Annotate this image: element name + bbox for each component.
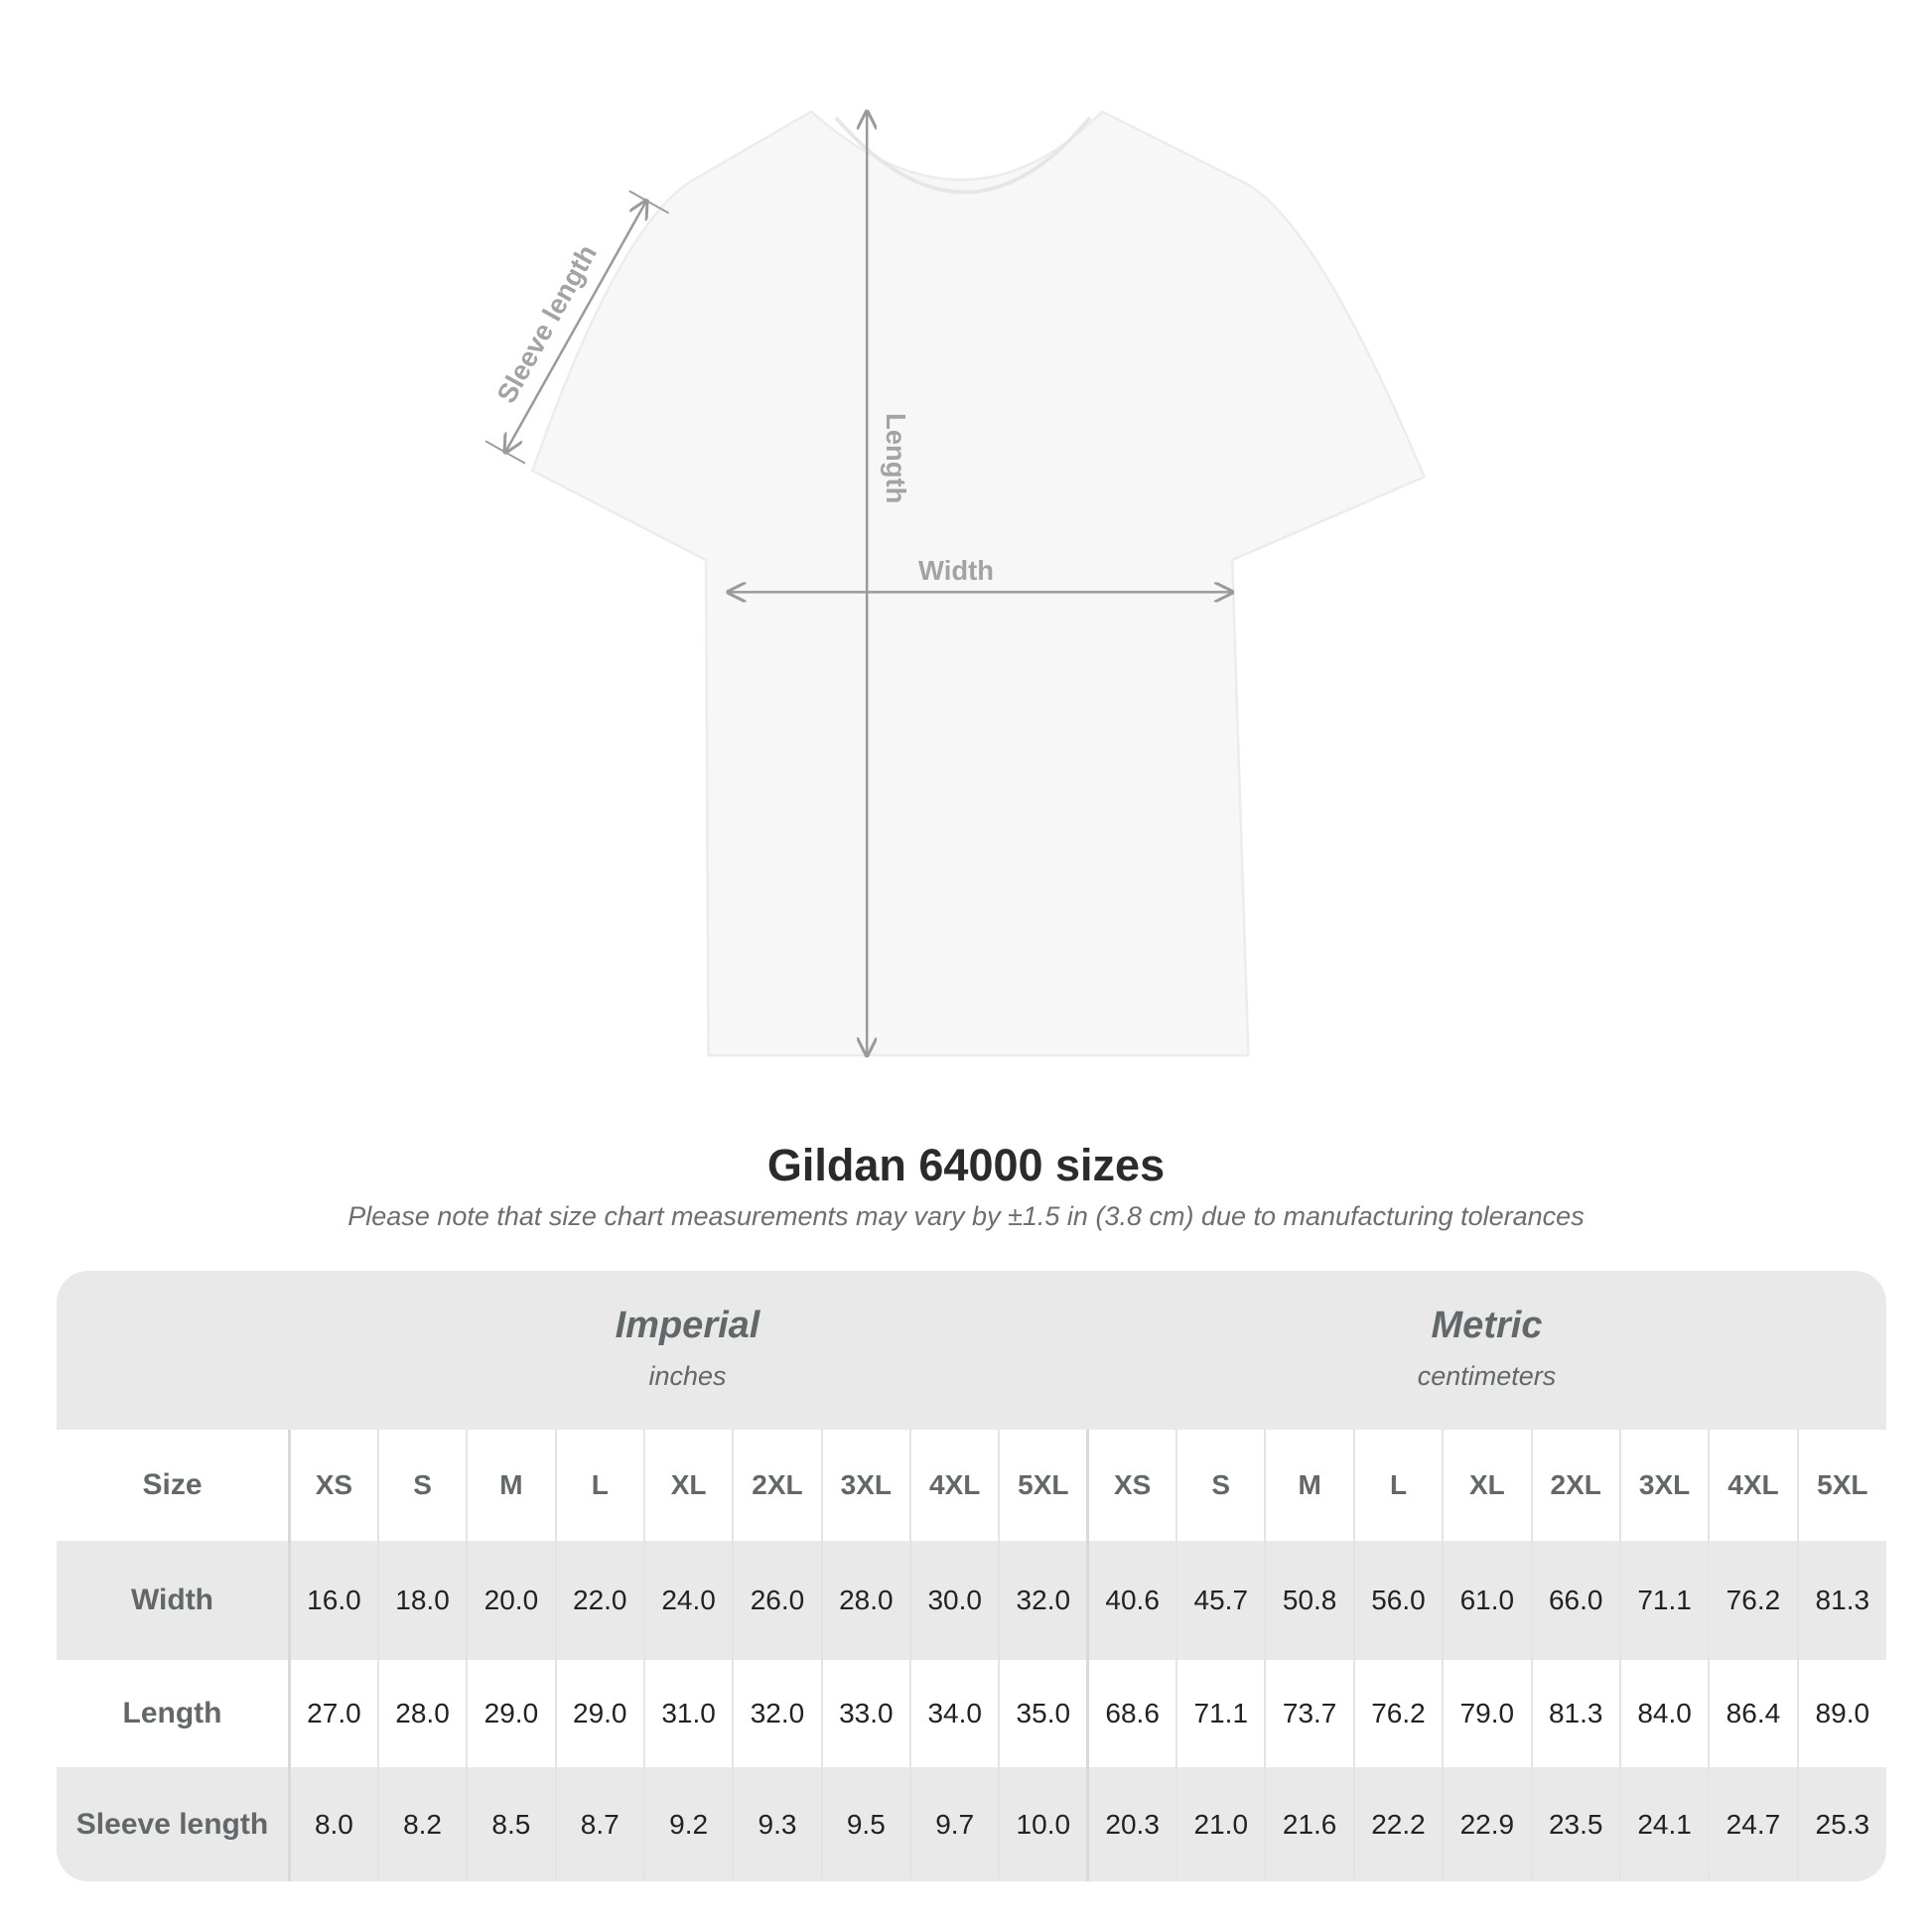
metric-cell: 73.7 [1264, 1660, 1354, 1767]
table-row: Sleeve length 8.0 8.2 8.5 8.7 9.2 9.3 9.5 9.7 10.… [57, 1767, 1886, 1881]
imperial-cell: 8.5 [466, 1767, 556, 1881]
imperial-cell: 16.0 [288, 1541, 378, 1660]
imperial-cell: 27.0 [288, 1660, 378, 1767]
metric-cell: 24.1 [1618, 1767, 1710, 1881]
metric-cell: 23.5 [1530, 1767, 1620, 1881]
metric-cell: 81.3 [1796, 1541, 1886, 1660]
metric-cell: 89.0 [1796, 1660, 1886, 1767]
imperial-cell: 32.0 [998, 1541, 1088, 1660]
metric-cell: 24.7 [1708, 1767, 1798, 1881]
metric-cell: 45.7 [1175, 1541, 1266, 1660]
metric-cell: 86.4 [1708, 1660, 1798, 1767]
imperial-cell: 30.0 [909, 1541, 1000, 1660]
imperial-cell: 22.0 [554, 1541, 644, 1660]
imperial-cell: 32.0 [732, 1660, 822, 1767]
imperial-cell: 24.0 [642, 1541, 734, 1660]
table-row: Length 27.0 28.0 29.0 29.0 31.0 32.0 33.0 34.0 35… [57, 1660, 1886, 1767]
size-header-metric: L [1352, 1430, 1444, 1541]
metric-cell: 21.0 [1175, 1767, 1266, 1881]
metric-cell: 71.1 [1175, 1660, 1266, 1767]
size-header-metric: 4XL [1708, 1430, 1798, 1541]
metric-cell: 76.2 [1708, 1541, 1798, 1660]
metric-cell: 22.2 [1352, 1767, 1444, 1881]
imperial-cell: 28.0 [376, 1660, 468, 1767]
size-header-metric: 5XL [1796, 1430, 1886, 1541]
metric-cell: 61.0 [1442, 1541, 1532, 1660]
table-row: Width 16.0 18.0 20.0 22.0 24.0 26.0 28.0 30.0 32.… [57, 1541, 1886, 1660]
imperial-cell: 9.3 [732, 1767, 822, 1881]
metric-cell: 84.0 [1618, 1660, 1710, 1767]
imperial-cell: 26.0 [732, 1541, 822, 1660]
metric-cell: 50.8 [1264, 1541, 1354, 1660]
metric-cell: 25.3 [1796, 1767, 1886, 1881]
imperial-cell: 8.0 [288, 1767, 378, 1881]
imperial-cell: 18.0 [376, 1541, 468, 1660]
size-header-imperial: 2XL [732, 1430, 822, 1541]
tolerance-note: Please note that size chart measurements… [347, 1201, 1585, 1231]
size-header-imperial: S [376, 1430, 468, 1541]
width-label: Width [918, 555, 994, 586]
size-table: Size XS S M L XL 2XL 3XL 4XL 5XL XS S M L XL 2XL 3XL 4XL 5… [57, 1430, 1886, 1881]
imperial-cell: 28.0 [820, 1541, 911, 1660]
size-header-imperial: XS [288, 1430, 378, 1541]
imperial-cell: 29.0 [554, 1660, 644, 1767]
sleeve-arrow [505, 201, 646, 452]
metric-cell: 68.6 [1086, 1660, 1177, 1767]
row-label: Length [57, 1660, 291, 1767]
imperial-cell: 35.0 [998, 1660, 1088, 1767]
imperial-cell: 33.0 [820, 1660, 911, 1767]
size-header-row: Size XS S M L XL 2XL 3XL 4XL 5XL XS S M L XL 2XL 3XL 4XL 5… [57, 1430, 1886, 1541]
size-chart-table: Imperial inches Metric centimeters Size X… [57, 1271, 1886, 1881]
imperial-cell: 8.7 [554, 1767, 644, 1881]
metric-cell: 81.3 [1530, 1660, 1620, 1767]
metric-header: Metric centimeters [1417, 1305, 1557, 1391]
size-header-metric: 3XL [1618, 1430, 1710, 1541]
size-header-imperial: XL [642, 1430, 734, 1541]
metric-cell: 66.0 [1530, 1541, 1620, 1660]
imperial-cell: 31.0 [642, 1660, 734, 1767]
metric-cell: 56.0 [1352, 1541, 1444, 1660]
imperial-cell: 9.7 [909, 1767, 1000, 1881]
size-header-metric: XS [1086, 1430, 1177, 1541]
size-header-imperial: 5XL [998, 1430, 1088, 1541]
length-label: Length [881, 413, 911, 503]
imperial-cell: 29.0 [466, 1660, 556, 1767]
size-header-imperial: L [554, 1430, 644, 1541]
row-label: Width [57, 1541, 291, 1660]
imperial-cell: 8.2 [376, 1767, 468, 1881]
imperial-header: Imperial inches [615, 1305, 760, 1391]
imperial-cell: 20.0 [466, 1541, 556, 1660]
size-header-metric: S [1175, 1430, 1266, 1541]
size-header-imperial: 3XL [820, 1430, 911, 1541]
metric-cell: 40.6 [1086, 1541, 1177, 1660]
size-header-imperial: 4XL [909, 1430, 1000, 1541]
size-header-imperial: M [466, 1430, 556, 1541]
metric-cell: 20.3 [1086, 1767, 1177, 1881]
page-title: Gildan 64000 sizes [766, 1140, 1166, 1190]
size-label: Size [57, 1430, 291, 1541]
metric-cell: 71.1 [1618, 1541, 1710, 1660]
metric-cell: 79.0 [1442, 1660, 1532, 1767]
imperial-cell: 10.0 [998, 1767, 1088, 1881]
size-header-metric: M [1264, 1430, 1354, 1541]
tshirt-diagram: Sleeve length Length Width [484, 0, 1427, 1115]
imperial-cell: 9.2 [642, 1767, 734, 1881]
size-header-metric: 2XL [1530, 1430, 1620, 1541]
row-label: Sleeve length [57, 1767, 291, 1881]
metric-cell: 22.9 [1442, 1767, 1532, 1881]
metric-cell: 21.6 [1264, 1767, 1354, 1881]
size-header-metric: XL [1442, 1430, 1532, 1541]
imperial-cell: 9.5 [820, 1767, 911, 1881]
metric-cell: 76.2 [1352, 1660, 1444, 1767]
imperial-cell: 34.0 [909, 1660, 1000, 1767]
